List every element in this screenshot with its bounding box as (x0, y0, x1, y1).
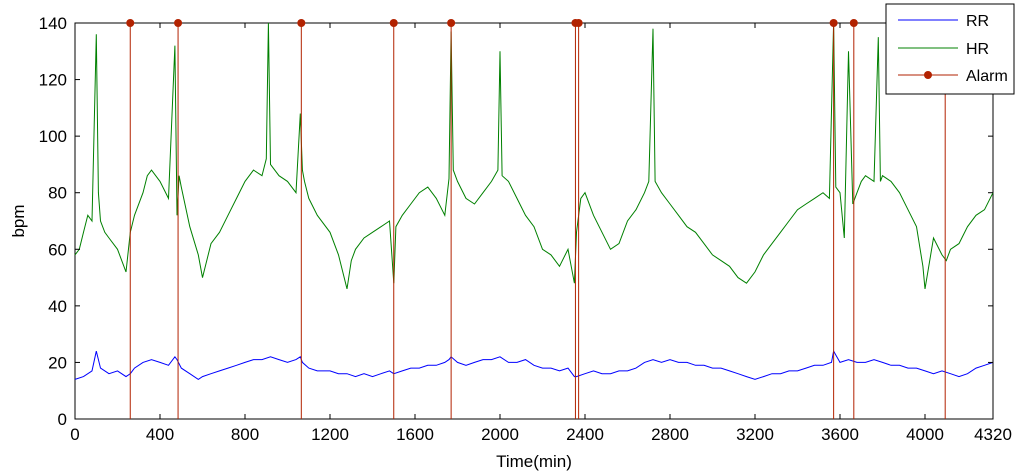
x-tick-label: 800 (231, 425, 259, 444)
x-tick-label: 2800 (651, 425, 689, 444)
y-tick-label: 100 (39, 127, 67, 146)
alarm-marker (829, 19, 838, 27)
y-tick-label: 20 (48, 353, 67, 372)
x-tick-label: 1600 (396, 425, 434, 444)
legend-label-hr: HR (966, 41, 989, 58)
alarm-marker (849, 19, 858, 27)
x-tick-label: 400 (146, 425, 174, 444)
y-tick-label: 0 (58, 410, 67, 429)
x-tick-label: 2000 (481, 425, 519, 444)
y-tick-label: 140 (39, 14, 67, 33)
series-line-rr (74, 349, 994, 381)
x-tick-label: 2400 (566, 425, 604, 444)
legend: RR HR Alarm (885, 3, 1015, 95)
x-tick-label: 4000 (906, 425, 944, 444)
plot-area (74, 22, 994, 420)
legend-label-alarm: Alarm (966, 68, 1008, 85)
axes-layer: 0 400 800 1200 1600 2000 2400 2800 3200 3600 4000 4… (39, 14, 1012, 444)
x-tick-label: 3200 (736, 425, 774, 444)
y-tick-label: 40 (48, 297, 67, 316)
alarm-marker (574, 19, 583, 27)
y-tick-label: 60 (48, 240, 67, 259)
alarm-marker (174, 19, 183, 27)
y-tick-label: 80 (48, 184, 67, 203)
alarm-marker (297, 19, 306, 27)
y-tick-label: 120 (39, 71, 67, 90)
legend-swatch-alarm-marker (924, 71, 932, 79)
x-tick-label: 0 (70, 425, 79, 444)
x-axis-label: Time(min) (496, 452, 572, 471)
x-tick-label: 3600 (821, 425, 859, 444)
series-layer (74, 22, 994, 381)
legend-label-rr: RR (966, 13, 989, 30)
x-tick-label: 1200 (311, 425, 349, 444)
x-tick-label: 4320 (974, 425, 1012, 444)
alarm-marker (126, 19, 135, 27)
legend-box (885, 3, 1015, 95)
y-axis-label: bpm (9, 204, 28, 237)
series-line-hr (74, 22, 994, 290)
alarm-marker (447, 19, 456, 27)
alarm-marker (389, 19, 398, 27)
